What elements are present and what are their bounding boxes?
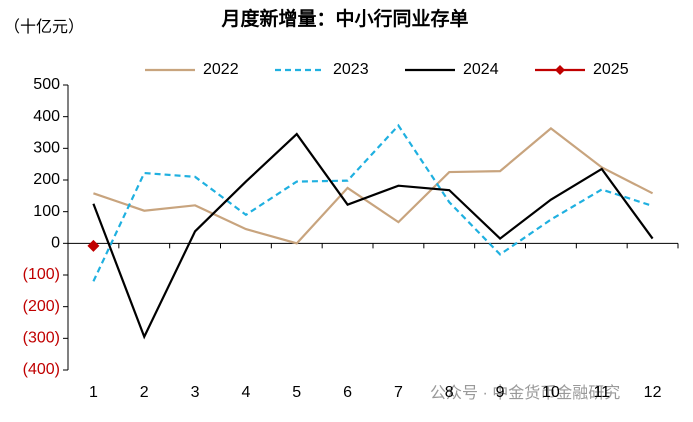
x-tick-label: 7 bbox=[394, 384, 403, 401]
series-line bbox=[93, 126, 654, 245]
y-tick-label: (200) bbox=[23, 298, 60, 315]
y-tick-label: 0 bbox=[51, 235, 60, 252]
y-tick-label: 400 bbox=[33, 108, 60, 125]
legend-marker bbox=[555, 65, 565, 75]
watermark: 公众号 · 中金货币金融研究 bbox=[430, 384, 620, 402]
x-tick-label: 6 bbox=[343, 384, 352, 401]
x-tick-label: 10 bbox=[542, 384, 560, 401]
x-tick-label: 5 bbox=[292, 384, 301, 401]
legend-label: 2024 bbox=[463, 61, 499, 78]
x-tick-label: 3 bbox=[191, 384, 200, 401]
series-line bbox=[92, 123, 653, 282]
x-tick-label: 11 bbox=[593, 384, 610, 401]
x-tick-label: 1 bbox=[89, 384, 98, 401]
point-marker bbox=[87, 239, 100, 252]
legend-label: 2023 bbox=[333, 61, 369, 78]
unit-label: （十亿元） bbox=[4, 18, 84, 36]
x-tick-label: 4 bbox=[241, 384, 250, 401]
y-tick-label: 200 bbox=[33, 171, 60, 188]
y-tick-label: (400) bbox=[23, 361, 60, 378]
y-tick-label: (300) bbox=[23, 330, 60, 347]
y-tick-label: 100 bbox=[33, 203, 60, 220]
legend-label: 2022 bbox=[203, 61, 239, 78]
x-tick-label: 2 bbox=[140, 384, 149, 401]
series-line bbox=[92, 132, 654, 340]
x-tick-label: 8 bbox=[445, 384, 454, 401]
legend-label: 2025 bbox=[593, 61, 629, 78]
x-tick-label: 9 bbox=[496, 384, 505, 401]
chart-title: 月度新增量：中小行同业存单 bbox=[220, 7, 468, 30]
x-tick-label: 12 bbox=[644, 384, 662, 401]
y-tick-label: 500 bbox=[33, 76, 60, 93]
y-tick-label: (100) bbox=[23, 266, 60, 283]
y-tick-label: 300 bbox=[33, 140, 60, 157]
